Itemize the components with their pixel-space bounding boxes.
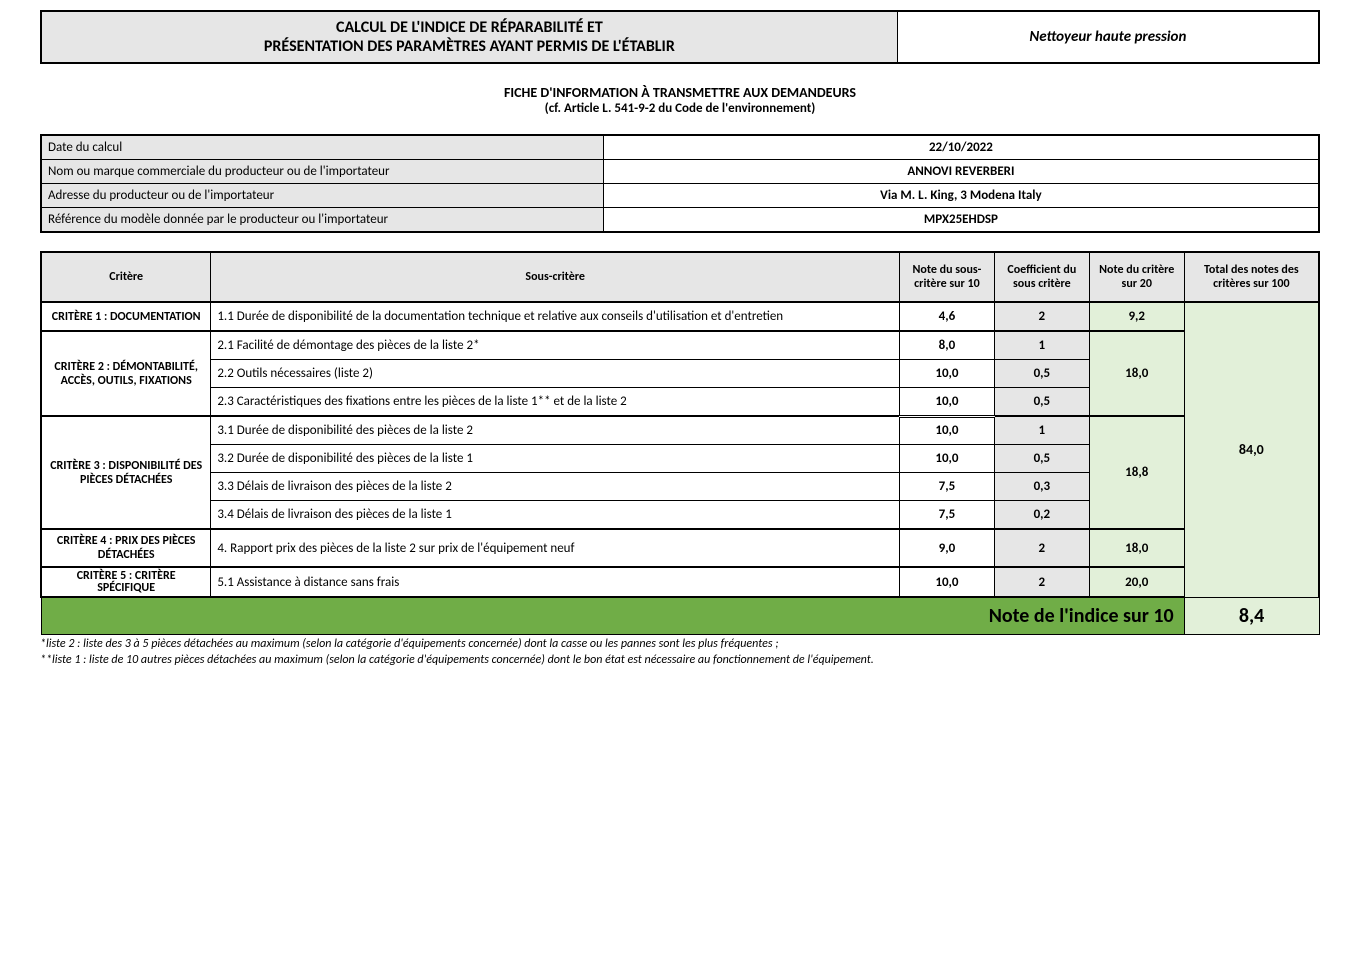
coef: 1 <box>994 416 1089 445</box>
info-label: Nom ou marque commerciale du producteur … <box>41 160 603 184</box>
sub-critere: 3.1 Durée de disponibilité des pièces de… <box>211 416 900 445</box>
coef: 0,2 <box>994 501 1089 530</box>
info-row: Adresse du producteur ou de l'importateu… <box>41 184 1319 208</box>
criteria-row: CRITÈRE 4 : PRIX DES PIÈCES DÉTACHÉES 4.… <box>41 529 1319 567</box>
note20: 18,0 <box>1089 331 1184 416</box>
info-value: ANNOVI REVERBERI <box>603 160 1319 184</box>
sub-critere: 3.3 Délais de livraison des pièces de la… <box>211 473 900 501</box>
note10: 10,0 <box>900 445 995 473</box>
index-label: Note de l'indice sur 10 <box>41 597 1184 635</box>
fiche-subtitle: (cf. Article L. 541-9-2 du Code de l'env… <box>40 101 1320 116</box>
info-label: Adresse du producteur ou de l'importateu… <box>41 184 603 208</box>
note10: 10,0 <box>900 388 995 417</box>
note20: 18,8 <box>1089 416 1184 529</box>
criteria-table: Critère Sous-critère Note du sous-critèr… <box>40 251 1320 635</box>
criteria-header-row: Critère Sous-critère Note du sous-critèr… <box>41 252 1319 302</box>
sub-critere: 2.1 Facilité de démontage des pièces de … <box>211 331 900 360</box>
index-value: 8,4 <box>1184 597 1319 635</box>
header-title: CALCUL DE L'INDICE DE RÉPARABILITÉ ET PR… <box>41 11 897 63</box>
total100: 84,0 <box>1184 302 1319 597</box>
criteria-row: CRITÈRE 2 : DÉMONTABILITÉ, ACCÈS, OUTILS… <box>41 331 1319 360</box>
coef: 0,5 <box>994 360 1089 388</box>
col-note10: Note du sous-critère sur 10 <box>900 252 995 302</box>
info-label: Date du calcul <box>41 135 603 160</box>
info-row: Référence du modèle donnée par le produc… <box>41 208 1319 233</box>
coef: 2 <box>994 567 1089 597</box>
note10: 7,5 <box>900 473 995 501</box>
note10: 7,5 <box>900 501 995 530</box>
header-title-line2: PRÉSENTATION DES PARAMÈTRES AYANT PERMIS… <box>48 37 891 56</box>
fiche-title: FICHE D'INFORMATION À TRANSMETTRE AUX DE… <box>40 84 1320 101</box>
coef: 1 <box>994 331 1089 360</box>
critere-2-label: CRITÈRE 2 : DÉMONTABILITÉ, ACCÈS, OUTILS… <box>41 331 211 416</box>
coef: 2 <box>994 529 1089 567</box>
col-note20: Note du critère sur 20 <box>1089 252 1184 302</box>
product-type: Nettoyeur haute pression <box>897 11 1319 63</box>
index-row: Note de l'indice sur 10 8,4 <box>41 597 1319 635</box>
info-value: MPX25EHDSP <box>603 208 1319 233</box>
coef: 0,3 <box>994 473 1089 501</box>
coef: 0,5 <box>994 445 1089 473</box>
note10: 8,0 <box>900 331 995 360</box>
note20: 18,0 <box>1089 529 1184 567</box>
footnote-1: *liste 2 : liste des 3 à 5 pièces détach… <box>40 637 1320 651</box>
note20: 9,2 <box>1089 302 1184 331</box>
critere-4-label: CRITÈRE 4 : PRIX DES PIÈCES DÉTACHÉES <box>41 529 211 567</box>
coef: 0,5 <box>994 388 1089 417</box>
critere-1-label: CRITÈRE 1 : DOCUMENTATION <box>41 302 211 331</box>
col-sous-critere: Sous-critère <box>211 252 900 302</box>
note20: 20,0 <box>1089 567 1184 597</box>
coef: 2 <box>994 302 1089 331</box>
critere-3-label: CRITÈRE 3 : DISPONIBILITÉ DES PIÈCES DÉT… <box>41 416 211 529</box>
note10: 10,0 <box>900 360 995 388</box>
criteria-row: CRITÈRE 1 : DOCUMENTATION 1.1 Durée de d… <box>41 302 1319 331</box>
info-value: 22/10/2022 <box>603 135 1319 160</box>
sub-critere: 3.4 Délais de livraison des pièces de la… <box>211 501 900 530</box>
sub-critere: 3.2 Durée de disponibilité des pièces de… <box>211 445 900 473</box>
info-table: Date du calcul 22/10/2022 Nom ou marque … <box>40 134 1320 233</box>
criteria-row: CRITÈRE 5 : CRITÈRE SPÉCIFIQUE 5.1 Assis… <box>41 567 1319 597</box>
sub-critere: 5.1 Assistance à distance sans frais <box>211 567 900 597</box>
note10: 9,0 <box>900 529 995 567</box>
sub-critere: 1.1 Durée de disponibilité de la documen… <box>211 302 900 331</box>
info-row: Date du calcul 22/10/2022 <box>41 135 1319 160</box>
info-value: Via M. L. King, 3 Modena Italy <box>603 184 1319 208</box>
sub-critere: 2.2 Outils nécessaires (liste 2) <box>211 360 900 388</box>
critere-5-label: CRITÈRE 5 : CRITÈRE SPÉCIFIQUE <box>41 567 211 597</box>
col-total100: Total des notes des critères sur 100 <box>1184 252 1319 302</box>
note10: 4,6 <box>900 302 995 331</box>
col-coef: Coefficient du sous critère <box>994 252 1089 302</box>
info-label: Référence du modèle donnée par le produc… <box>41 208 603 233</box>
sub-critere: 4. Rapport prix des pièces de la liste 2… <box>211 529 900 567</box>
footnote-2: **liste 1 : liste de 10 autres pièces dé… <box>40 653 1320 667</box>
info-row: Nom ou marque commerciale du producteur … <box>41 160 1319 184</box>
header-title-line1: CALCUL DE L'INDICE DE RÉPARABILITÉ ET <box>48 18 891 37</box>
sub-critere: 2.3 Caractéristiques des fixations entre… <box>211 388 900 417</box>
note10: 10,0 <box>900 416 995 445</box>
header-table: CALCUL DE L'INDICE DE RÉPARABILITÉ ET PR… <box>40 10 1320 64</box>
col-critere: Critère <box>41 252 211 302</box>
note10: 10,0 <box>900 567 995 597</box>
criteria-row: CRITÈRE 3 : DISPONIBILITÉ DES PIÈCES DÉT… <box>41 416 1319 445</box>
